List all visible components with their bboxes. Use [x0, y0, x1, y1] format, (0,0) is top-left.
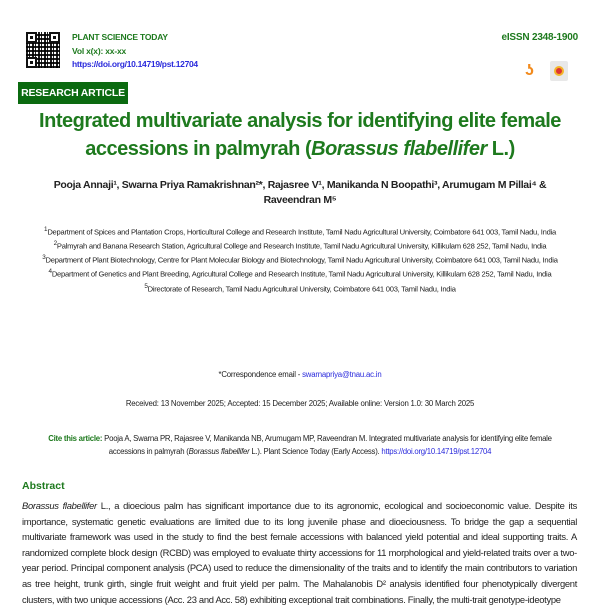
- crossmark-icon[interactable]: [550, 61, 568, 81]
- qr-finder: [26, 32, 37, 43]
- citation: Cite this article: Pooja A, Swarna PR, R…: [30, 432, 570, 458]
- cite-species: Borassus flabellifer: [188, 447, 250, 456]
- aff-sup: 1: [44, 226, 48, 233]
- cite-text: Pooja A, Swarna PR, Rajasree V, Manikand…: [102, 434, 552, 456]
- doi-link[interactable]: https://doi.org/10.14719/pst.12704: [72, 59, 198, 69]
- correspondence: *Correspondence email - swarnapriya@tnau…: [0, 370, 600, 379]
- volume-info: Vol x(x): xx-xx: [72, 46, 127, 56]
- correspondence-label: *Correspondence email -: [218, 370, 303, 379]
- aff-sup: 5: [144, 282, 148, 290]
- aff-text: Department of Plant Biotechnology, Centr…: [45, 255, 558, 265]
- aff-text: Department of Genetics and Plant Breedin…: [51, 269, 552, 279]
- aff-sup: 2: [53, 240, 58, 248]
- email-link[interactable]: swarnapriya@tnau.ac.in: [302, 370, 382, 379]
- qr-finder: [26, 57, 37, 68]
- qr-code-icon: [26, 32, 60, 68]
- article-type-badge: RESEARCH ARTICLE: [18, 82, 128, 104]
- cite-label: Cite this article:: [48, 434, 103, 443]
- author-list: Pooja Annaji¹, Swarna Priya Ramakrishnan…: [53, 179, 547, 206]
- title-species: Borassus flabellifer: [311, 138, 487, 160]
- affiliation: 5Directorate of Research, Tamil Nadu Agr…: [20, 281, 580, 295]
- open-access-icon: ʖ: [525, 62, 534, 79]
- affiliation: 1Department of Spices and Plantation Cro…: [20, 224, 580, 238]
- qr-finder: [49, 32, 60, 43]
- abstract-heading: Abstract: [22, 480, 65, 492]
- affiliation: 3Department of Plant Biotechnology, Cent…: [20, 252, 580, 266]
- abstract-body: Borassus flabellifer L., a dioecious pal…: [22, 498, 577, 607]
- affiliation: 2Palmyrah and Banana Research Station, A…: [20, 238, 580, 252]
- title-text: Integrated multivariate analysis for ide…: [39, 110, 561, 160]
- aff-sup: 3: [42, 254, 46, 262]
- cite-doi-link[interactable]: https://doi.org/10.14719/pst.12704: [381, 447, 492, 456]
- eissn: eISSN 2348-1900: [501, 32, 578, 43]
- abstract-text: L., a dioecious palm has significant imp…: [22, 500, 577, 605]
- article-dates: Received: 13 November 2025; Accepted: 15…: [125, 399, 475, 408]
- article-title: Integrated multivariate analysis for ide…: [20, 107, 580, 163]
- cite-text2: L.). Plant Science Today (Early Access).: [249, 447, 382, 456]
- affiliation: 4Department of Genetics and Plant Breedi…: [20, 266, 580, 280]
- abstract-species: Borassus flabellifer: [22, 500, 97, 511]
- aff-sup: 4: [48, 268, 53, 276]
- title-end: L.): [486, 138, 515, 160]
- aff-text: Palmyrah and Banana Research Station, Ag…: [56, 241, 547, 251]
- aff-text: Department of Spices and Plantation Crop…: [47, 227, 556, 237]
- journal-name: PLANT SCIENCE TODAY: [72, 32, 168, 42]
- affiliations: 1Department of Spices and Plantation Cro…: [20, 224, 580, 295]
- aff-text: Directorate of Research, Tamil Nadu Agri…: [147, 284, 456, 294]
